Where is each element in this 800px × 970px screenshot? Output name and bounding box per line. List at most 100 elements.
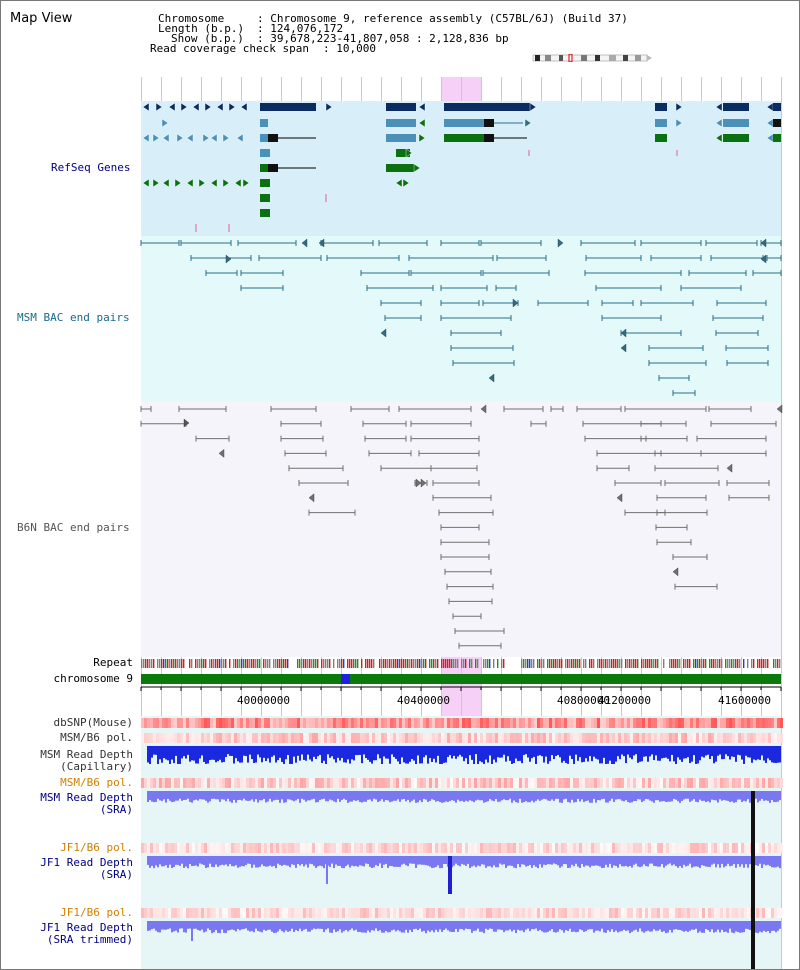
- heat-cell: [495, 778, 498, 788]
- heat-cell: [603, 778, 606, 788]
- heat-cell: [252, 843, 255, 853]
- heat-cell: [615, 778, 618, 788]
- depth-bar: [585, 791, 587, 802]
- heat-cell: [252, 733, 255, 743]
- depth-bar: [461, 746, 463, 757]
- depth-bar: [601, 791, 603, 800]
- chromosome-ideogram[interactable]: [531, 54, 653, 62]
- depth-bar: [351, 746, 353, 760]
- depth-bar: [639, 921, 641, 929]
- depth-bar: [343, 856, 345, 869]
- heat-cell: [534, 733, 537, 743]
- bac-end-marker: [415, 478, 422, 488]
- depth-bar: [739, 746, 741, 756]
- depth-bar: [547, 746, 549, 764]
- grid-line: [781, 77, 782, 969]
- heat-cell: [369, 908, 372, 918]
- repeat-mark: [599, 659, 601, 668]
- gene-arrow: [192, 102, 200, 112]
- heat-cell: [774, 843, 777, 853]
- heat-cell: [687, 733, 690, 743]
- repeat-mark: [559, 659, 561, 668]
- depth-bar: [353, 746, 355, 761]
- depth-bar: [537, 746, 539, 756]
- depth-bar: [583, 791, 585, 803]
- heat-cell: [774, 778, 777, 788]
- heat-cell: [561, 778, 564, 788]
- track-label-msm-b6-pol-2: MSM/B6 pol.: [60, 776, 133, 789]
- depth-bar: [161, 746, 163, 763]
- depth-bar: [323, 856, 325, 869]
- depth-bar: [307, 856, 309, 868]
- depth-bar: [309, 921, 311, 932]
- heat-cell: [168, 718, 171, 728]
- repeat-mark: [415, 659, 417, 668]
- repeat-mark: [573, 659, 575, 668]
- heat-cell: [147, 778, 150, 788]
- depth-bar: [527, 856, 529, 866]
- depth-bar: [729, 746, 731, 760]
- gene-arrow: [216, 102, 224, 112]
- depth-bar: [743, 746, 745, 764]
- depth-bar: [239, 791, 241, 800]
- depth-bar: [433, 791, 435, 800]
- heat-cell: [618, 778, 621, 788]
- heat-cell: [459, 733, 462, 743]
- track-label-refseq[interactable]: RefSeq Genes: [51, 161, 131, 174]
- heat-cell: [549, 718, 552, 728]
- depth-bar: [281, 746, 283, 763]
- depth-bar: [295, 791, 297, 801]
- depth-bar: [321, 791, 323, 800]
- depth-bar: [501, 921, 503, 931]
- depth-bar: [747, 746, 749, 758]
- heat-cell: [480, 778, 483, 788]
- depth-bar: [743, 856, 745, 868]
- gene-arrow: [240, 102, 248, 112]
- heat-cell: [228, 733, 231, 743]
- depth-bar: [493, 791, 495, 802]
- heat-cell: [210, 718, 213, 728]
- repeat-mark: [265, 659, 267, 668]
- heat-cell: [738, 718, 741, 728]
- depth-bar: [629, 856, 631, 867]
- depth-bar: [669, 791, 671, 802]
- depth-bar: [445, 746, 447, 763]
- heat-cell: [543, 733, 546, 743]
- depth-bar: [469, 921, 471, 930]
- depth-bar: [153, 921, 155, 929]
- track-label-b6n-bac[interactable]: B6N BAC end pairs: [17, 521, 130, 534]
- depth-bar: [377, 746, 379, 755]
- bac-end-marker: [760, 254, 767, 264]
- heat-cell: [657, 718, 660, 728]
- depth-bar: [449, 921, 451, 932]
- track-label-msm-bac[interactable]: MSM BAC end pairs: [17, 311, 130, 324]
- depth-bar: [399, 921, 401, 932]
- depth-bar: [715, 791, 717, 801]
- heat-cell: [417, 843, 420, 853]
- heat-cell: [141, 778, 144, 788]
- heat-cell: [582, 733, 585, 743]
- depth-bar: [147, 791, 149, 802]
- depth-bar: [477, 791, 479, 800]
- heat-cell: [333, 733, 336, 743]
- depth-bar: [759, 791, 761, 801]
- heat-cell: [279, 908, 282, 918]
- depth-bar: [337, 856, 339, 866]
- repeat-mark: [637, 659, 639, 668]
- heat-cell: [594, 733, 597, 743]
- depth-bar: [507, 856, 509, 866]
- heat-cell: [585, 778, 588, 788]
- depth-bar: [645, 921, 647, 932]
- depth-bar: [447, 791, 449, 802]
- heat-cell: [555, 843, 558, 853]
- depth-bar: [575, 791, 577, 803]
- heat-cell: [573, 718, 576, 728]
- repeat-mark: [521, 659, 523, 668]
- heat-cell: [408, 778, 411, 788]
- heat-cell: [507, 718, 510, 728]
- heat-cell: [375, 778, 378, 788]
- heat-cell: [474, 733, 477, 743]
- depth-bar: [697, 791, 699, 803]
- depth-bar: [329, 791, 331, 800]
